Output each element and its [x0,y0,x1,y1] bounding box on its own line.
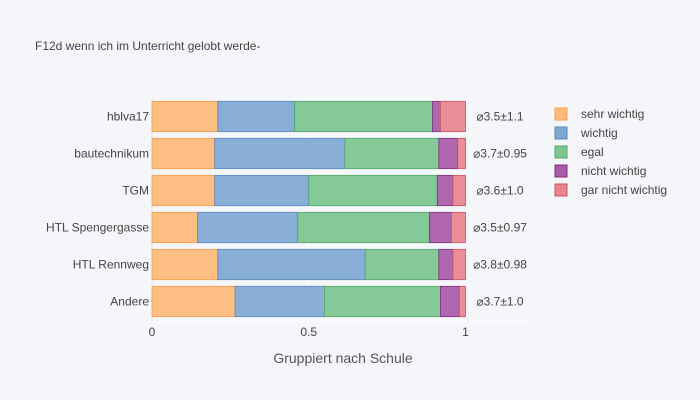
legend-item[interactable]: sehr wichtig [554,107,644,121]
bar-segment[interactable] [438,137,459,170]
bar-segment[interactable] [217,248,366,281]
bar-segment[interactable] [440,100,466,133]
bar-segment[interactable] [344,137,440,170]
bar-segment[interactable] [294,100,433,133]
bar-segment[interactable] [429,211,452,244]
bar-segment[interactable] [151,174,216,207]
bar-segment[interactable] [432,100,441,133]
x-tick-label: 0 [149,325,156,339]
bar-segment[interactable] [151,285,236,318]
legend-item[interactable]: egal [554,145,604,159]
legend-swatch [554,145,568,159]
bar-segment[interactable] [438,248,454,281]
category-label: bautechnikum [74,147,149,161]
stat-label: ⌀3.5±0.97 [473,221,527,235]
bar-segment[interactable] [457,137,466,170]
stat-label: ⌀3.7±1.0 [476,295,524,309]
legend-swatch [554,107,568,121]
bar-segment[interactable] [214,137,346,170]
stat-label: ⌀3.8±0.98 [473,258,527,272]
category-labels: hblva17 bautechnikum TGM HTL Spengergasse HT… [46,110,149,309]
bar-segment[interactable] [324,285,441,318]
stat-label: ⌀3.5±1.1 [476,110,524,124]
category-label: hblva17 [107,110,149,124]
bar-segment[interactable] [197,211,299,244]
bar-segment[interactable] [458,285,466,318]
legend[interactable]: sehr wichtig wichtig egal nicht wichtig gar … [554,107,667,197]
stat-label: ⌀3.7±0.95 [473,147,527,161]
category-label: TGM [122,184,149,198]
bar-segment[interactable] [297,211,430,244]
bar-segment[interactable] [151,211,198,244]
bar-segment[interactable] [436,174,454,207]
legend-label: gar nicht wichtig [581,183,667,197]
legend-label: wichtig [580,126,618,140]
bar-segment[interactable] [234,285,325,318]
legend-label: sehr wichtig [581,107,644,121]
bar-segment[interactable] [214,174,310,207]
legend-label: nicht wichtig [581,164,646,178]
x-tick-labels: 0 0.5 1 [149,325,470,339]
bars-layer [151,100,466,318]
x-tick-label: 0.5 [300,325,317,339]
stat-label: ⌀3.6±1.0 [476,184,524,198]
bar-segment[interactable] [217,100,296,133]
bar-segment[interactable] [151,248,219,281]
chart-title: F12d wenn ich im Unterricht gelobt werde… [35,39,260,53]
bar-segment[interactable] [151,137,216,170]
stat-labels: ⌀3.5±1.1 ⌀3.7±0.95 ⌀3.6±1.0 ⌀3.5±0.97 ⌀3.8±0… [473,110,527,309]
legend-swatch [554,164,568,178]
category-label: HTL Spengergasse [46,221,149,235]
legend-item[interactable]: gar nicht wichtig [554,183,667,197]
bar-segment[interactable] [452,174,466,207]
bar-segment[interactable] [151,100,219,133]
category-label: HTL Rennweg [73,258,149,272]
bar-segment[interactable] [364,248,440,281]
legend-item[interactable]: nicht wichtig [554,164,646,178]
category-label: Andere [110,295,149,309]
bar-segment[interactable] [452,248,466,281]
x-axis-title: Gruppiert nach Schule [273,350,413,366]
grid-layer [151,98,529,323]
bar-segment[interactable] [308,174,438,207]
legend-swatch [554,183,568,197]
legend-label: egal [581,145,604,159]
legend-swatch [554,126,568,140]
x-tick-label: 1 [462,325,469,339]
bar-segment[interactable] [440,285,460,318]
bar-segment[interactable] [450,211,466,244]
legend-item[interactable]: wichtig [554,126,618,140]
